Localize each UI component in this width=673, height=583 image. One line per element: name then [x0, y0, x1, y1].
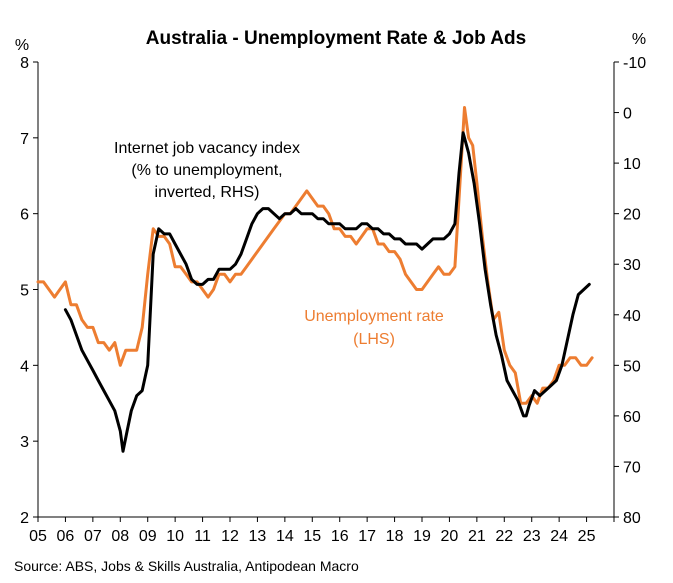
right-tick-label: 20 [623, 207, 641, 224]
right-axis-unit: % [632, 31, 646, 48]
x-tick-label: 15 [303, 528, 321, 545]
x-tick-label: 10 [166, 528, 184, 545]
job-vacancy-label-line: (% to unemployment, [131, 162, 282, 179]
right-tick-label: -10 [623, 55, 646, 72]
right-tick-label: 10 [623, 156, 641, 173]
right-tick-label: 40 [623, 308, 641, 325]
left-axis-unit: % [15, 37, 29, 54]
x-tick-label: 21 [468, 528, 486, 545]
x-tick-label: 05 [29, 528, 47, 545]
right-tick-label: 50 [623, 358, 641, 375]
x-tick-label: 11 [194, 528, 211, 545]
x-tick-label: 09 [139, 528, 157, 545]
right-tick-label: 60 [623, 409, 641, 426]
x-tick-label: 23 [523, 528, 541, 545]
x-tick-label: 08 [111, 528, 129, 545]
unemployment-label-line: (LHS) [353, 331, 395, 348]
job-vacancy-label-line: Internet job vacancy index [114, 140, 300, 157]
chart-title: Australia - Unemployment Rate & Job Ads [146, 28, 526, 49]
unemployment-rate-line [36, 106, 594, 405]
x-tick-label: 16 [331, 528, 349, 545]
right-tick-label: 70 [623, 459, 641, 476]
x-tick-label: 14 [276, 528, 294, 545]
right-tick-label: 80 [623, 510, 641, 527]
right-tick-label: 0 [623, 106, 632, 123]
job-vacancy-label-line: inverted, RHS) [155, 184, 260, 201]
left-tick-label: 8 [20, 55, 29, 72]
x-tick-label: 22 [495, 528, 513, 545]
job-vacancy-index-line [63, 131, 591, 453]
x-tick-label: 24 [550, 528, 568, 545]
x-tick-label: 07 [84, 528, 102, 545]
left-tick-label: 7 [20, 131, 29, 148]
x-tick-label: 13 [249, 528, 267, 545]
x-tick-label: 19 [413, 528, 431, 545]
x-tick-label: 18 [386, 528, 404, 545]
x-tick-label: 06 [57, 528, 75, 545]
left-tick-label: 2 [20, 510, 29, 527]
left-tick-label: 6 [20, 207, 29, 224]
right-tick-label: 30 [623, 257, 641, 274]
x-tick-label: 12 [221, 528, 239, 545]
x-tick-label: 25 [578, 528, 596, 545]
source-note: Source: ABS, Jobs & Skills Australia, An… [14, 558, 359, 574]
left-tick-label: 3 [20, 434, 29, 451]
left-tick-label: 5 [20, 283, 29, 300]
left-tick-label: 4 [20, 358, 29, 375]
x-tick-label: 17 [358, 528, 376, 545]
x-tick-label: 20 [441, 528, 459, 545]
unemployment-label-line: Unemployment rate [304, 308, 444, 325]
